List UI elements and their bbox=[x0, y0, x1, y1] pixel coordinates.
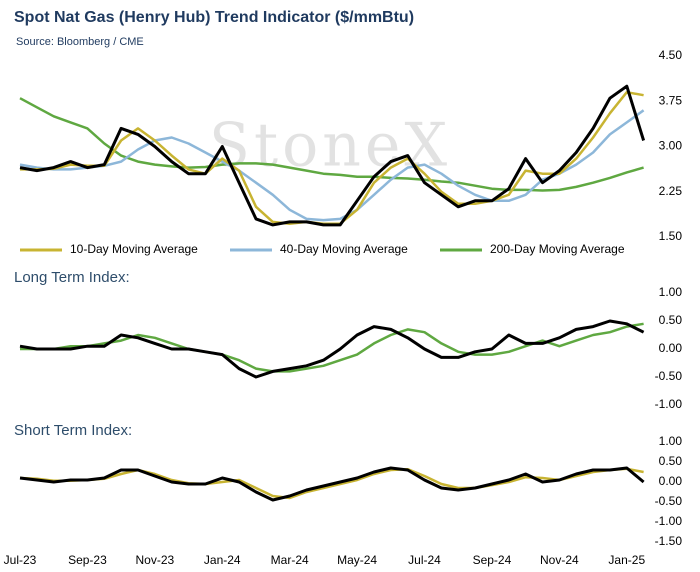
series-line bbox=[19, 109, 645, 222]
panel-title: Short Term Index: bbox=[14, 422, 132, 439]
y-tick-label: -0.50 bbox=[655, 369, 683, 383]
x-tick-label: Jul-23 bbox=[4, 553, 37, 567]
chart-subtitle: Source: Bloomberg / CME bbox=[16, 36, 144, 48]
x-tick-label: Jan-24 bbox=[204, 553, 241, 567]
y-tick-label: -1.00 bbox=[655, 397, 683, 411]
y-tick-label: 2.25 bbox=[659, 184, 683, 198]
y-tick-label: 0.00 bbox=[659, 341, 683, 355]
y-tick-label: 1.00 bbox=[659, 285, 683, 299]
y-tick-label: -1.00 bbox=[655, 514, 683, 528]
series-line bbox=[19, 319, 645, 379]
y-tick-label: -1.50 bbox=[655, 534, 683, 548]
x-tick-label: Jan-25 bbox=[608, 553, 645, 567]
x-tick-label: Sep-23 bbox=[68, 553, 107, 567]
y-tick-label: 3.75 bbox=[659, 93, 683, 107]
series-line bbox=[19, 97, 644, 192]
y-tick-label: 0.50 bbox=[659, 313, 683, 327]
x-tick-label: Nov-23 bbox=[135, 553, 174, 567]
x-tick-label: Jul-24 bbox=[408, 553, 441, 567]
series-line bbox=[19, 84, 646, 227]
legend-label: 40-Day Moving Average bbox=[280, 242, 408, 256]
y-tick-label: 4.50 bbox=[659, 48, 683, 62]
y-tick-label: 3.00 bbox=[659, 139, 683, 153]
x-tick-label: Nov-24 bbox=[540, 553, 579, 567]
watermark: StoneX bbox=[209, 111, 451, 181]
legend-label: 10-Day Moving Average bbox=[70, 242, 198, 256]
series-line bbox=[20, 322, 644, 373]
series-line bbox=[19, 466, 645, 502]
legend-label: 200-Day Moving Average bbox=[490, 242, 625, 256]
chart-title: Spot Nat Gas (Henry Hub) Trend Indicator… bbox=[14, 9, 414, 26]
x-tick-label: May-24 bbox=[337, 553, 377, 567]
y-tick-label: -0.50 bbox=[655, 494, 683, 508]
x-tick-label: Mar-24 bbox=[271, 553, 309, 567]
y-tick-label: 1.00 bbox=[659, 434, 683, 448]
x-tick-label: Sep-24 bbox=[473, 553, 512, 567]
y-tick-label: 0.00 bbox=[659, 474, 683, 488]
y-tick-label: 0.50 bbox=[659, 454, 683, 468]
panel-title: Long Term Index: bbox=[14, 269, 130, 286]
series-line bbox=[19, 467, 644, 500]
y-tick-label: 1.50 bbox=[659, 229, 683, 243]
